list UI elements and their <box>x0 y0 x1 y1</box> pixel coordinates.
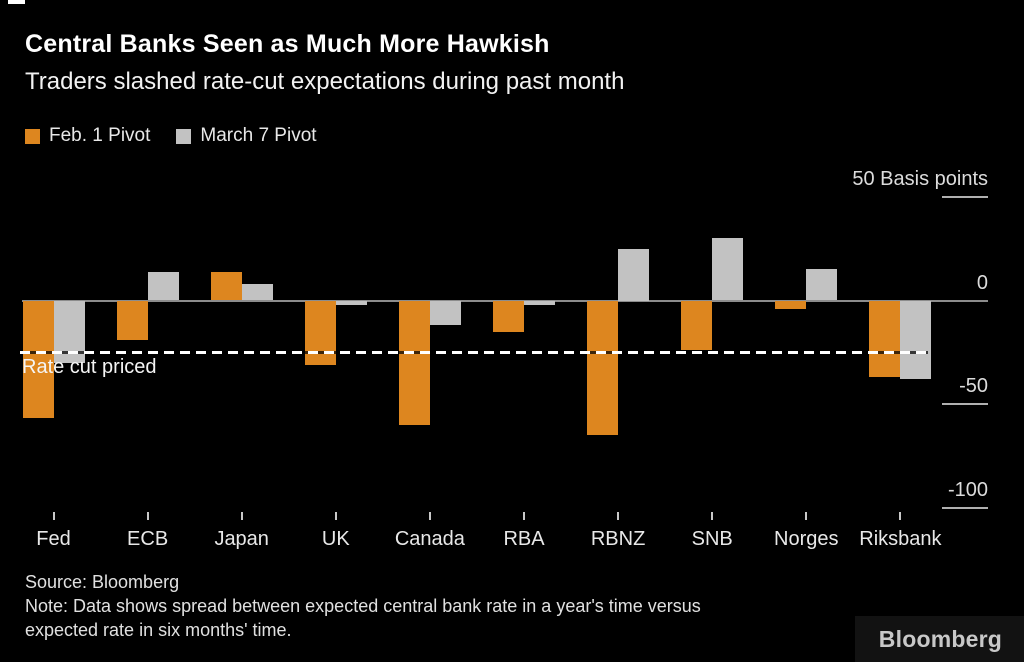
xaxis-label-fed: Fed <box>36 528 71 550</box>
legend: Feb. 1 Pivot March 7 Pivot <box>25 125 317 147</box>
xaxis-label-japan: Japan <box>214 528 269 550</box>
bar-riksbank-march7 <box>900 300 932 380</box>
ytick-label--100: -100 <box>947 478 988 501</box>
legend-label-feb1-pivot: Feb. 1 Pivot <box>49 125 151 146</box>
xaxis-label-uk: UK <box>321 528 350 550</box>
bar-norges-march7 <box>806 269 838 301</box>
rate-cut-priced-label: Rate cut priced <box>22 356 157 379</box>
xaxis-label-riksbank: Riksbank <box>859 528 942 550</box>
bar-ecb-feb1 <box>116 300 148 340</box>
bar-snb-march7 <box>712 238 744 301</box>
chart-subtitle: Traders slashed rate-cut expectations du… <box>25 68 625 95</box>
xtick-canada <box>428 512 431 520</box>
bar-japan-march7 <box>241 283 273 301</box>
xtick-fed <box>52 512 55 520</box>
xaxis-label-canada: Canada <box>394 528 465 550</box>
legend-item-march7-pivot: March 7 Pivot <box>176 125 317 147</box>
bar-uk-feb1 <box>304 300 336 365</box>
bar-rbnz-march7 <box>618 248 650 301</box>
legend-swatch-orange-icon <box>25 128 40 144</box>
xtick-rbnz <box>617 512 620 520</box>
legend-swatch-gray-icon <box>176 128 192 144</box>
bloomberg-logo-text: Bloomberg <box>878 625 1002 652</box>
source-text: Source: Bloomberg <box>25 572 180 592</box>
bloomberg-logo: Bloomberg <box>855 616 1024 662</box>
ytick-line--100 <box>942 506 988 509</box>
legend-item-feb1-pivot: Feb. 1 Pivot <box>25 125 150 147</box>
ytick-label-50: 50 Basis points <box>852 168 988 190</box>
bar-fed-feb1 <box>22 300 54 419</box>
xtick-uk <box>334 512 337 520</box>
xaxis-label-snb: SNB <box>691 528 733 550</box>
xaxis-label-rba: RBA <box>503 528 545 550</box>
bar-canada-feb1 <box>398 300 430 425</box>
bar-ecb-march7 <box>147 271 179 301</box>
xtick-snb <box>711 512 714 520</box>
xaxis-label-norges: Norges <box>774 528 839 550</box>
bar-riksbank-feb1 <box>869 300 901 378</box>
legend-label-march7-pivot: March 7 Pivot <box>200 125 317 146</box>
xtick-ecb <box>146 512 149 520</box>
xtick-riksbank <box>899 512 902 520</box>
bar-rbnz-feb1 <box>587 300 619 436</box>
xtick-norges <box>805 512 808 520</box>
xaxis-label-rbnz: RBNZ <box>590 528 646 550</box>
bar-snb-feb1 <box>681 300 713 351</box>
ytick-line-50 <box>942 196 988 198</box>
ytick-line--50 <box>942 403 988 405</box>
note-text-line1: Note: Data shows spread between expected… <box>25 596 701 616</box>
ytick-label-0: 0 <box>976 271 988 294</box>
chart-footer: Source: Bloomberg Note: Data shows sprea… <box>25 570 701 642</box>
xaxis-label-ecb: ECB <box>127 528 169 550</box>
xtick-japan <box>240 512 243 520</box>
rate-cut-reference-line <box>20 351 928 355</box>
note-text-line2: expected rate in six months' time. <box>25 620 292 640</box>
bar-uk-march7 <box>335 300 367 305</box>
chart-title: Central Banks Seen as Much More Hawkish <box>25 30 550 58</box>
bar-japan-feb1 <box>210 271 242 301</box>
bar-norges-feb1 <box>775 300 807 309</box>
ytick-label--50: -50 <box>959 375 988 397</box>
top-left-mark <box>8 0 25 4</box>
bar-rba-march7 <box>524 300 555 305</box>
xtick-rba <box>523 512 525 520</box>
bar-canada-march7 <box>429 300 461 326</box>
bar-rba-feb1 <box>493 300 524 332</box>
